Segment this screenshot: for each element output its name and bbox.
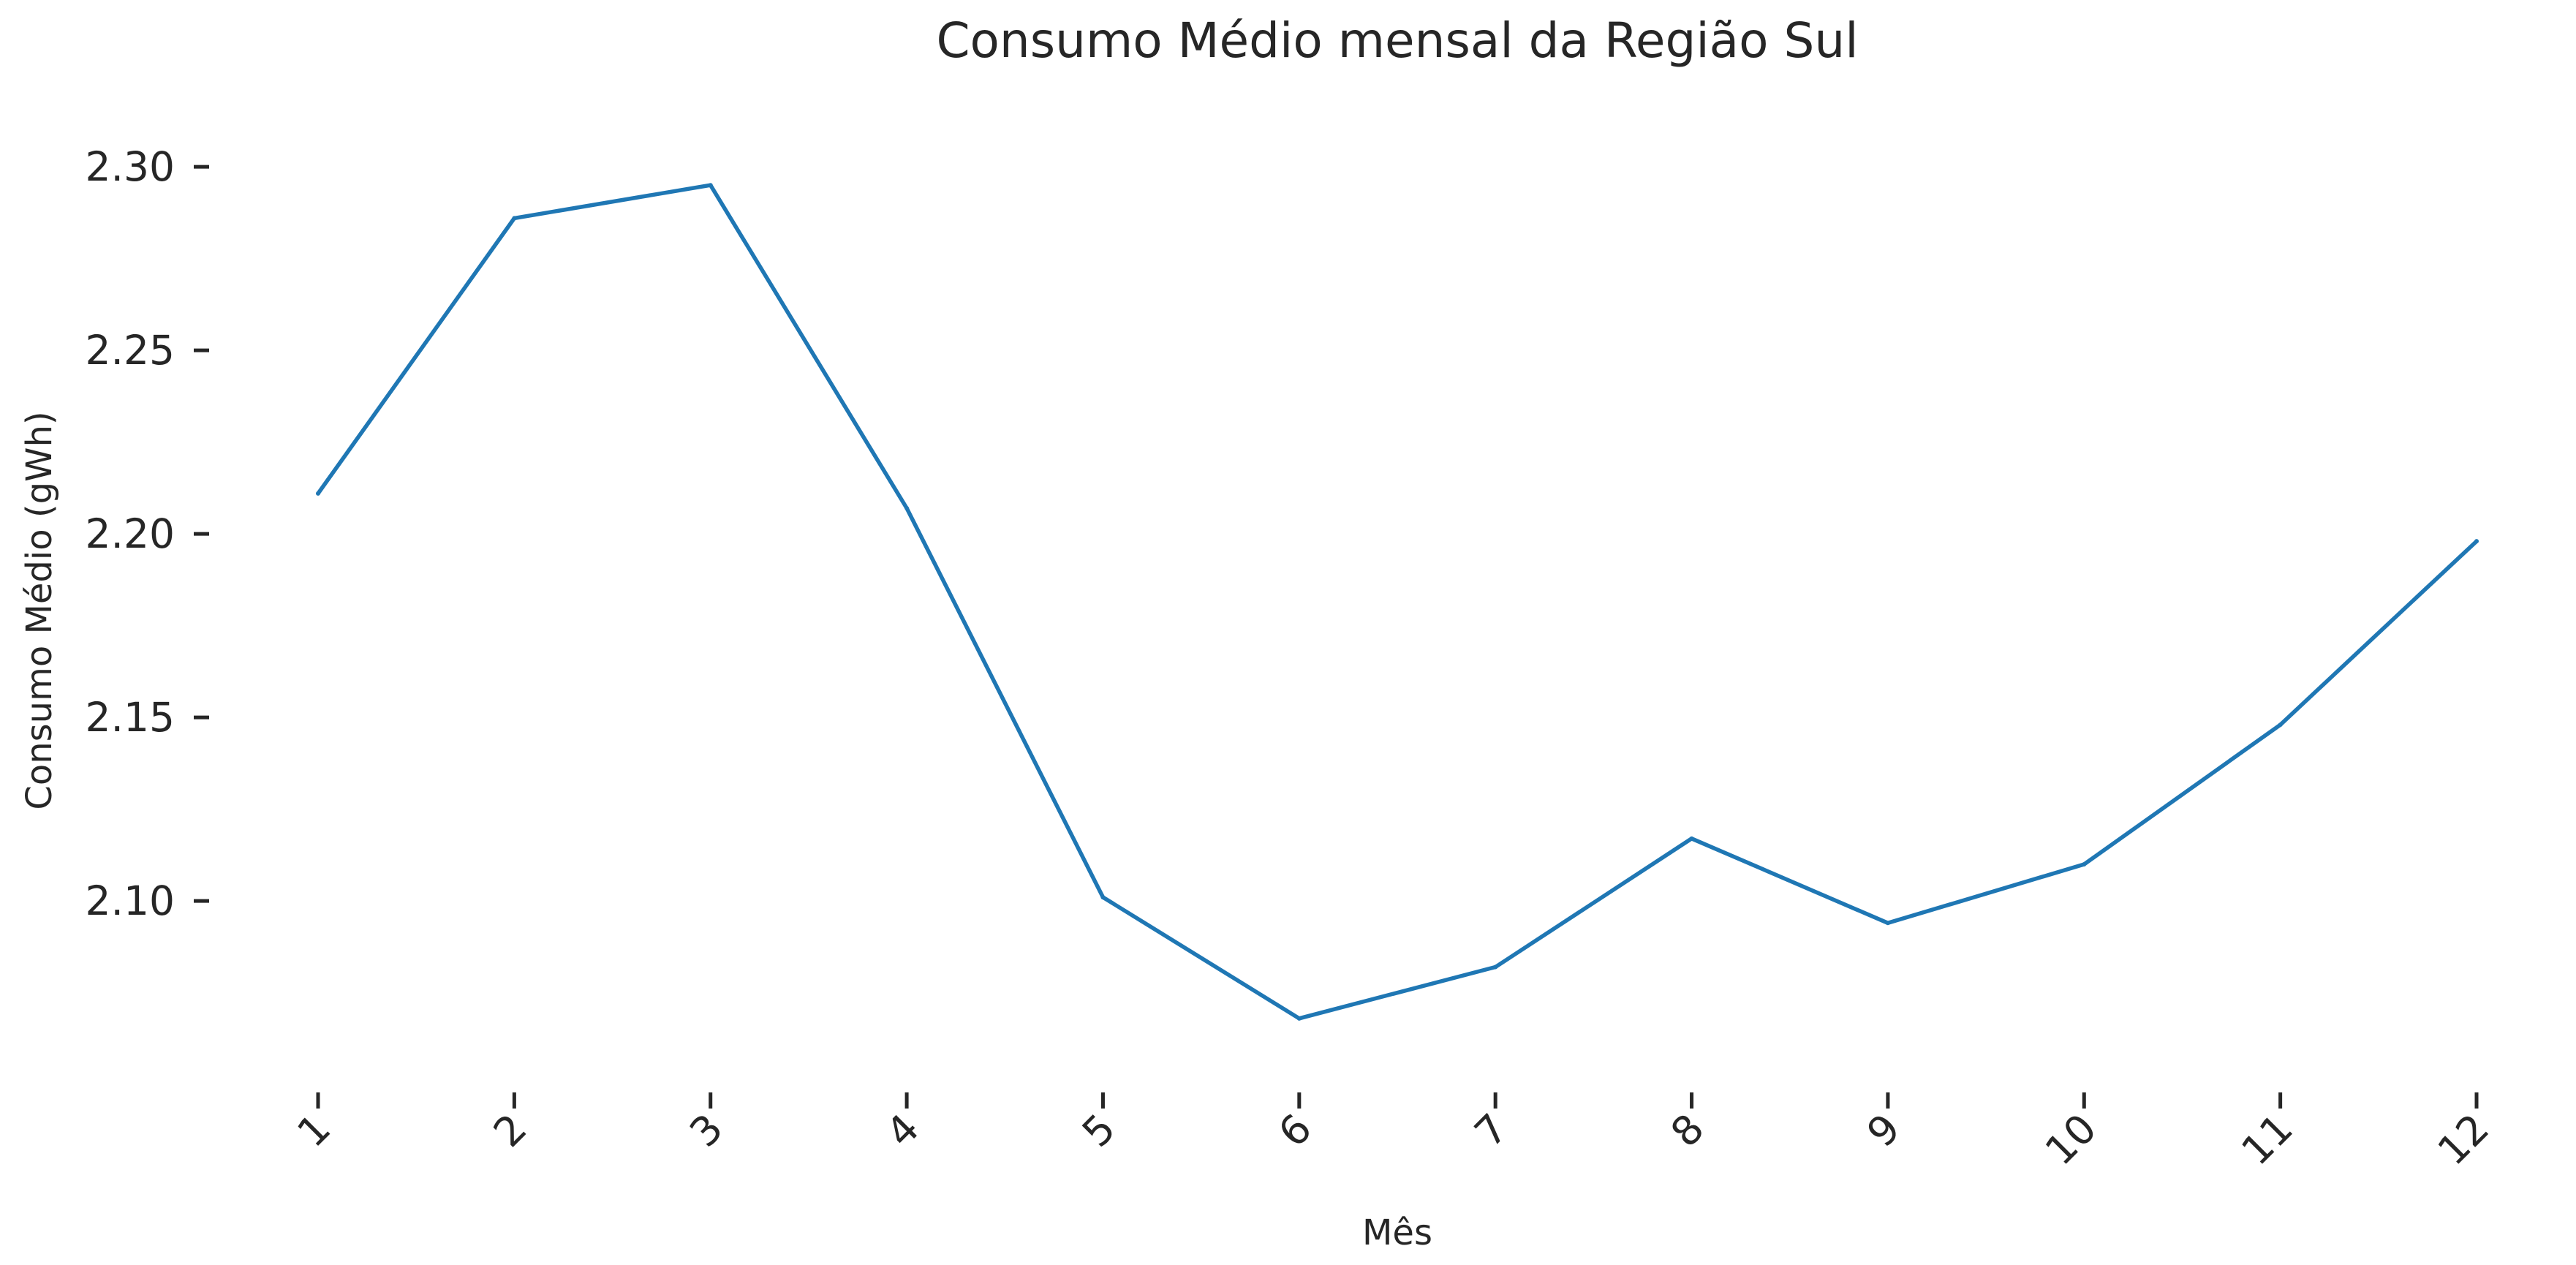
data-point xyxy=(512,216,517,221)
data-point xyxy=(1100,895,1106,900)
y-tick-label: 2.10 xyxy=(86,877,175,924)
x-tick-label: 1 xyxy=(288,1105,339,1156)
chart-title: Consumo Médio mensal da Região Sul xyxy=(936,12,1858,69)
y-axis-label: Consumo Médio (gWh) xyxy=(19,411,60,809)
data-point xyxy=(2278,722,2283,728)
data-point xyxy=(904,505,910,510)
x-axis-label: Mês xyxy=(1362,1212,1432,1253)
plot-area xyxy=(316,183,2479,1021)
x-tick-label: 6 xyxy=(1269,1105,1321,1156)
x-axis: 1 2 3 4 5 6 7 8 9 10 11 12 xyxy=(288,1092,2498,1174)
x-tick-label: 4 xyxy=(877,1105,928,1156)
data-point xyxy=(708,183,713,188)
y-tick-label: 2.15 xyxy=(86,694,175,741)
x-tick-label: 3 xyxy=(681,1105,732,1156)
x-tick-label: 12 xyxy=(2428,1105,2498,1174)
data-point xyxy=(316,491,320,496)
data-point xyxy=(2474,539,2479,544)
data-point xyxy=(1689,836,1694,841)
data-point xyxy=(2082,861,2087,866)
data-point xyxy=(1296,1016,1302,1021)
x-tick-label: 8 xyxy=(1662,1105,1713,1156)
x-tick-label: 9 xyxy=(1858,1105,1909,1156)
series-line xyxy=(316,183,2479,1021)
data-point xyxy=(1885,921,1890,926)
y-tick-label: 2.20 xyxy=(86,510,175,557)
y-tick-label: 2.30 xyxy=(86,143,175,190)
x-tick-label: 5 xyxy=(1073,1105,1125,1156)
x-tick-label: 10 xyxy=(2036,1105,2106,1174)
x-tick-label: 2 xyxy=(485,1105,536,1156)
data-point xyxy=(1493,964,1498,970)
y-tick-label: 2.25 xyxy=(86,327,175,374)
x-tick-label: 7 xyxy=(1465,1105,1516,1156)
x-tick-label: 11 xyxy=(2232,1105,2302,1174)
y-axis: 2.10 2.15 2.20 2.25 2.30 xyxy=(86,143,209,924)
